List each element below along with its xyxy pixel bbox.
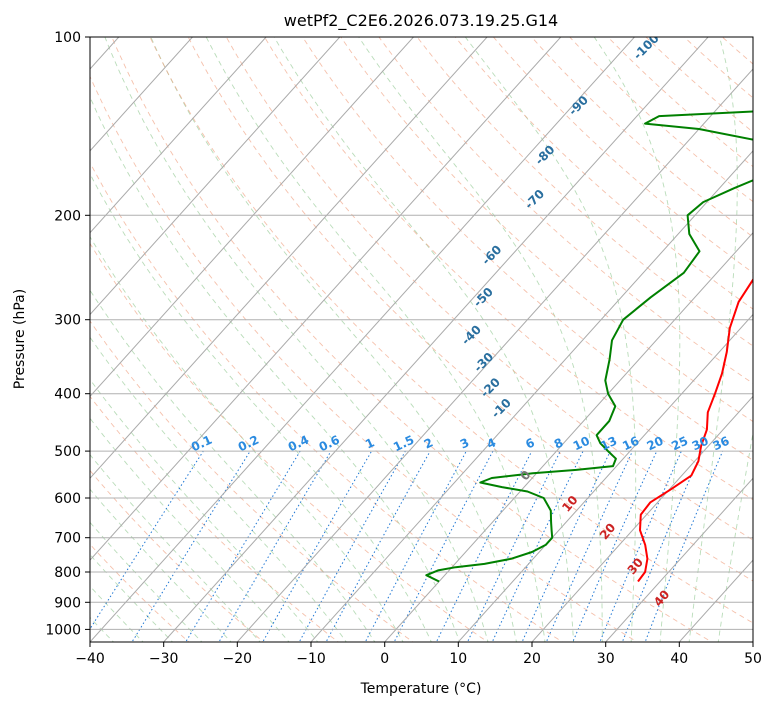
- skewed-isotherms: [90, 37, 753, 642]
- y-tick-label: 600: [54, 491, 81, 507]
- y-tick-label: 400: [54, 387, 81, 403]
- x-axis-label: Temperature (°C): [360, 681, 482, 697]
- isotherm-line: [90, 37, 194, 152]
- plot-area: 0.1 0.2 0.4 0.6 1 1.5 2 3 4 6 8 10 13 16 20 25 30 36 -100…: [90, 37, 753, 642]
- isotherm-line: [236, 68, 753, 642]
- y-tick-label: 800: [54, 565, 81, 581]
- isotherm-line: [90, 37, 636, 642]
- x-tick-label: 10: [449, 651, 467, 667]
- mixing-ratio-line: [491, 450, 584, 642]
- y-axis-ticks: 100 200 300 400 500 600 700 800 900 1000: [45, 30, 90, 638]
- dry-adiabat-line: [416, 37, 753, 347]
- y-axis-label: Pressure (hPa): [12, 289, 28, 389]
- isotherm-line: [383, 231, 753, 642]
- isotherm-line: [90, 37, 562, 561]
- y-tick-label: 700: [54, 531, 81, 547]
- x-tick-label: 20: [523, 651, 541, 667]
- mixing-ratio-line: [599, 450, 682, 642]
- mixing-ratio-line: [621, 450, 703, 642]
- dry-adiabat-line: [187, 37, 753, 582]
- chart-title: wetPf2_C2E6.2026.073.19.25.G14: [284, 11, 558, 31]
- moist-adiabat-line: [273, 37, 575, 642]
- isotherm-line: [162, 37, 709, 642]
- moist-adiabat-line: [358, 37, 603, 642]
- mixing-ratio-line: [218, 450, 332, 642]
- x-tick-label: 30: [597, 651, 615, 667]
- mixing-ratio-label: 10: [571, 434, 592, 454]
- moist-adiabat-line: [150, 37, 517, 642]
- x-tick-label: 40: [670, 651, 688, 667]
- mixing-ratio-label: 36: [710, 434, 731, 454]
- dry-adiabat-line: [90, 75, 638, 642]
- isotherm-line: [310, 150, 753, 642]
- x-tick-label: 50: [744, 651, 762, 667]
- x-tick-label: −30: [149, 651, 179, 667]
- x-axis-ticks: −40 −30 −20 −10 0 10 20 30 40 50: [75, 642, 762, 667]
- isotherm-line: [604, 477, 753, 642]
- mixing-ratio-line: [131, 450, 251, 642]
- isotherm-line: [90, 37, 415, 398]
- dry-adiabat-line: [378, 37, 753, 385]
- plot-frame: [89, 36, 754, 643]
- moist-adiabat-line: [688, 37, 738, 642]
- x-tick-label: −10: [296, 651, 326, 667]
- isotherm-line: [90, 37, 488, 480]
- mixing-ratio-label: 13: [598, 434, 619, 454]
- x-tick-label: 0: [380, 651, 389, 667]
- mixing-ratio-line: [90, 450, 204, 630]
- moist-adiabat-line: [464, 37, 637, 642]
- mixing-ratio-label: 25: [669, 434, 690, 454]
- mixing-ratio-label: 30: [690, 434, 711, 454]
- mixing-ratio-line: [521, 450, 611, 642]
- mixing-ratio-line: [393, 450, 494, 642]
- moist-adiabat-line: [90, 289, 376, 642]
- y-tick-label: 500: [54, 444, 81, 460]
- x-tick-label: −40: [75, 651, 105, 667]
- y-tick-label: 900: [54, 595, 81, 611]
- y-tick-label: 300: [54, 313, 81, 329]
- series-line: [637, 277, 753, 583]
- y-tick-label: 1000: [45, 622, 81, 638]
- mixing-ratio-label: 16: [620, 434, 641, 454]
- mixing-ratio-label: 20: [645, 434, 666, 454]
- moist-adiabat-line: [205, 37, 546, 642]
- dry-adiabat-line: [263, 37, 753, 501]
- isotherm-line: [90, 37, 267, 234]
- mixing-ratio-line: [644, 450, 724, 642]
- profile-series: [425, 110, 753, 583]
- isotherm-line: [531, 395, 753, 642]
- y-tick-label: 100: [54, 30, 81, 46]
- isotherm-line: [90, 37, 341, 316]
- x-tick-label: −20: [223, 651, 253, 667]
- series-line: [425, 110, 753, 583]
- y-tick-label: 200: [54, 208, 81, 224]
- dry-adiabat-line: [302, 37, 753, 461]
